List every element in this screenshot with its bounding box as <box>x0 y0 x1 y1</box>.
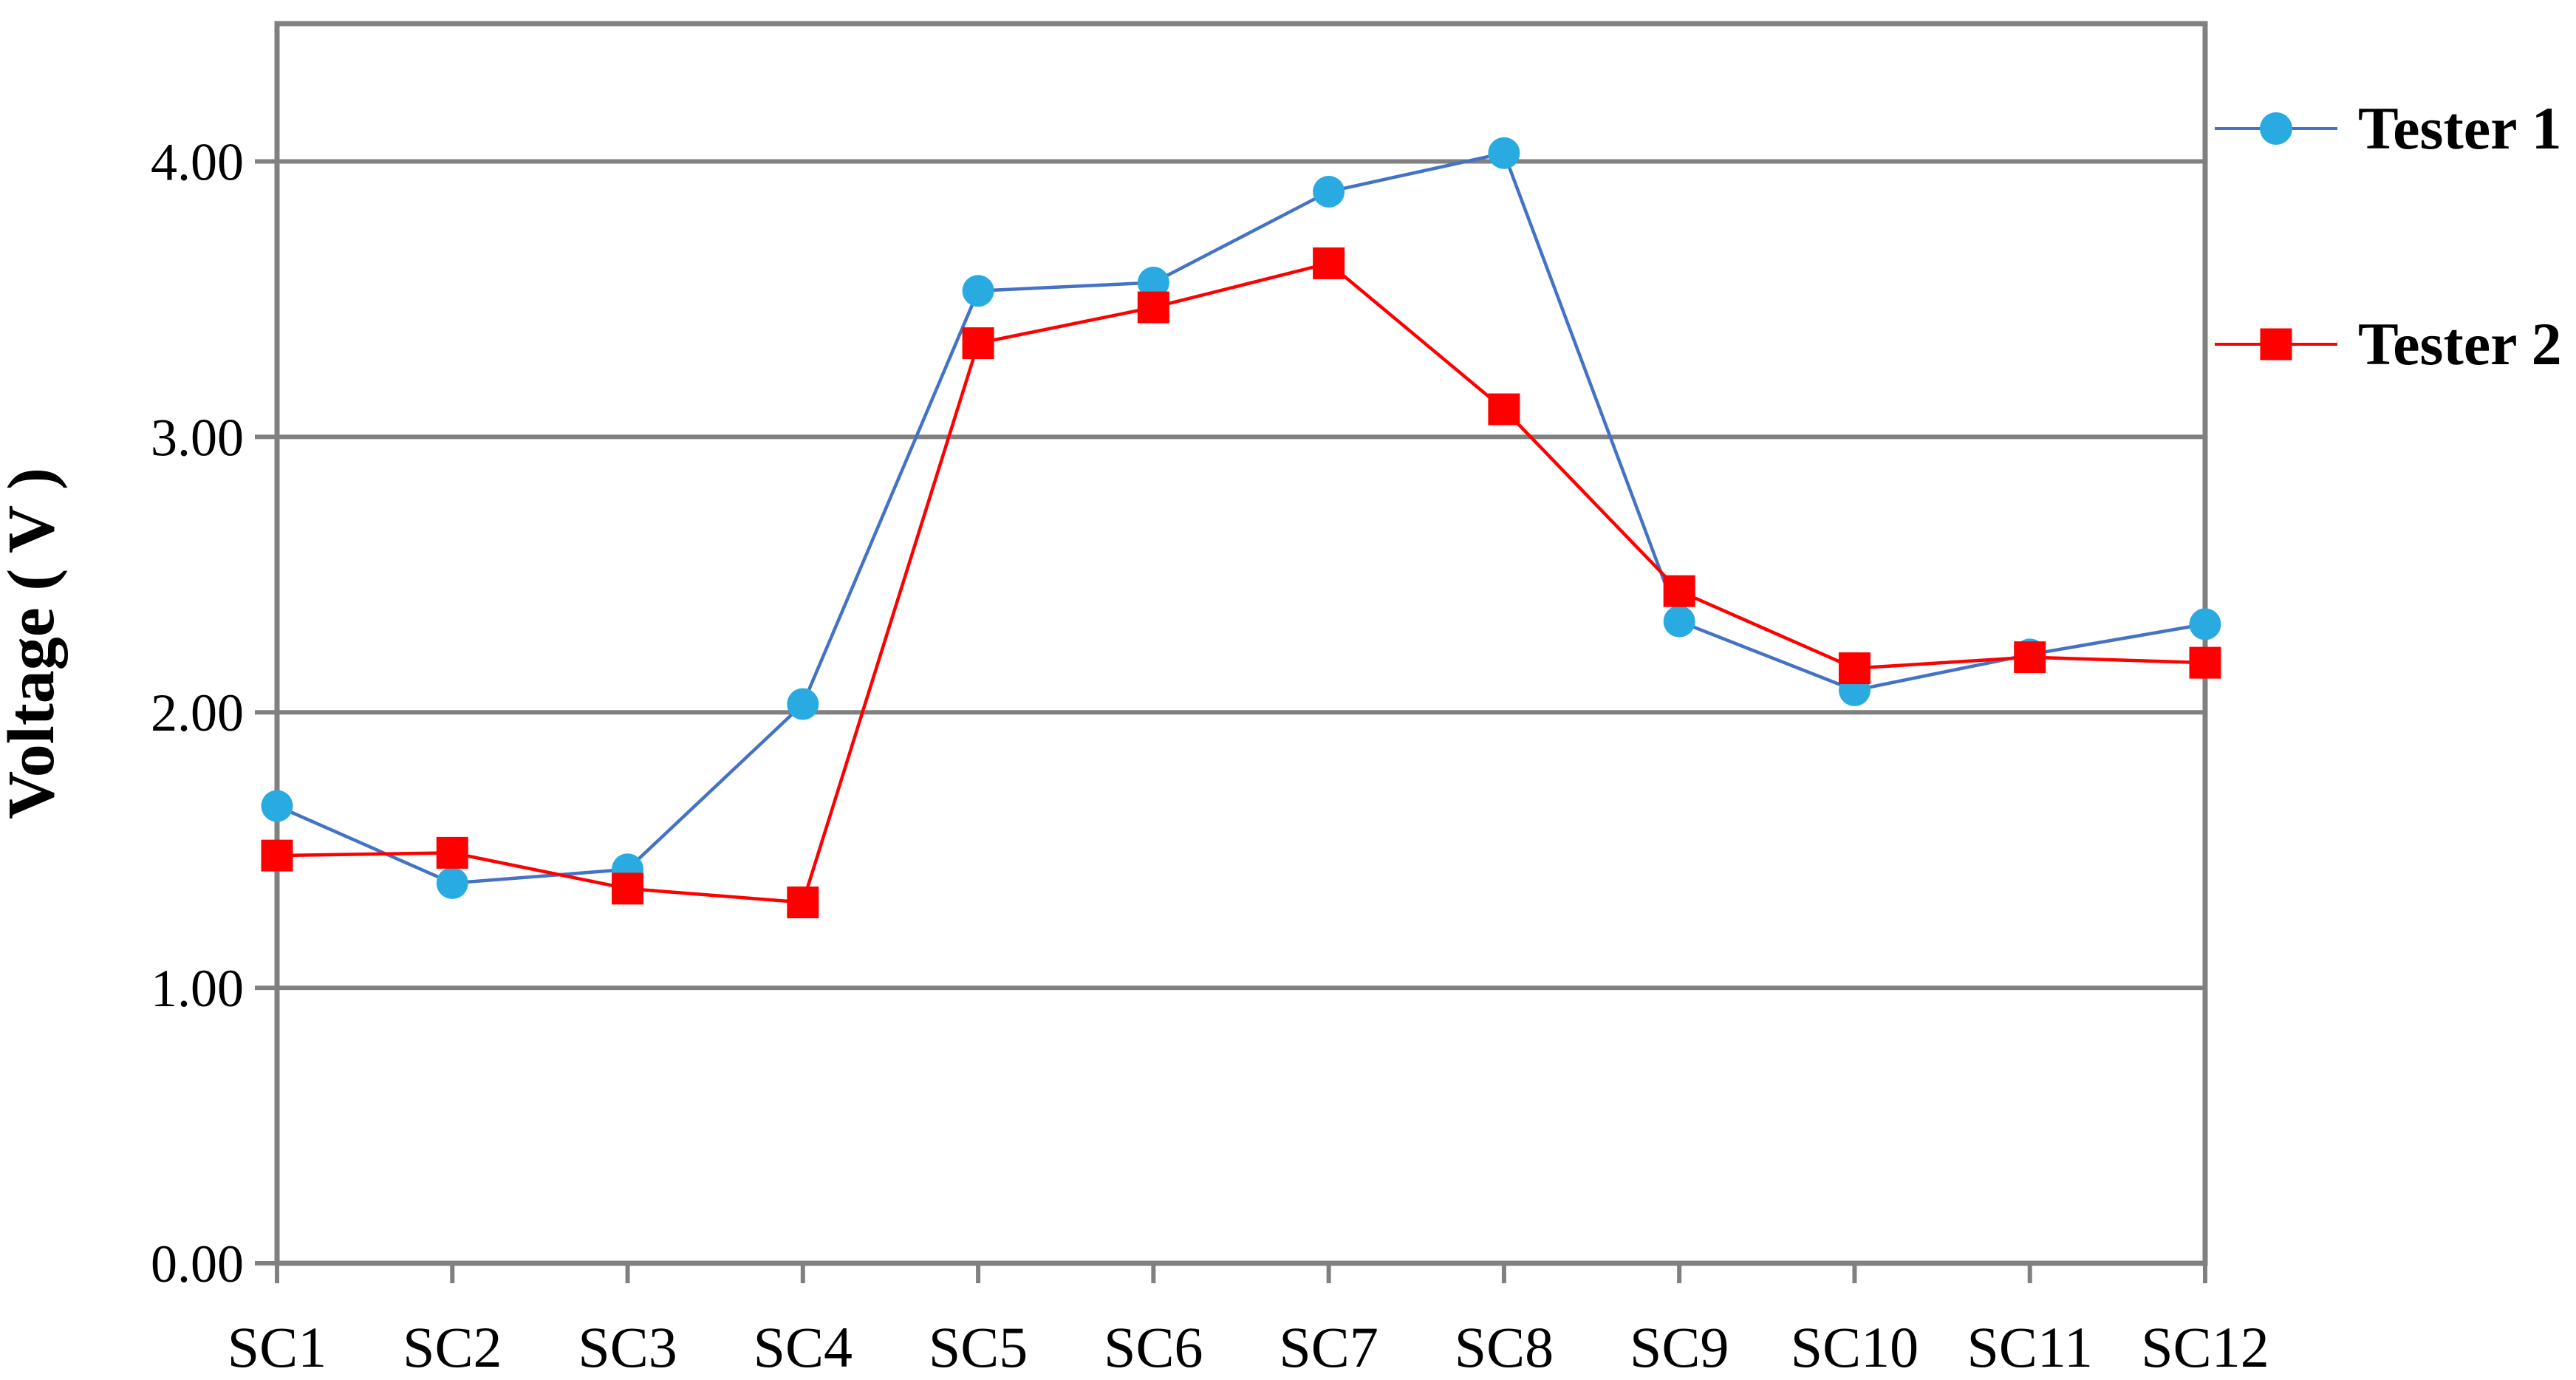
data-point-square <box>1488 393 1520 426</box>
data-point-circle <box>962 275 994 307</box>
x-category-label: SC10 <box>1791 1315 1919 1379</box>
y-axis-title: Voltage ( V ) <box>0 468 68 819</box>
data-point-square <box>436 836 468 869</box>
data-point-circle <box>1313 175 1345 208</box>
series-line-tester2 <box>276 261 2206 904</box>
y-tick-label: 1.00 <box>151 959 244 1018</box>
data-point-circle <box>1488 137 1520 169</box>
x-category-label: SC7 <box>1279 1315 1378 1379</box>
legend: Tester 1 Tester 2 <box>2215 72 2562 504</box>
x-category-label: SC11 <box>1967 1315 2093 1379</box>
tester2-legend-label: Tester 2 <box>2358 310 2562 378</box>
data-point-circle <box>787 688 819 720</box>
y-tick-label: 0.00 <box>151 1234 244 1294</box>
data-point-square <box>261 839 293 872</box>
data-point-square <box>2189 646 2221 679</box>
data-point-square <box>612 872 644 905</box>
legend-item-tester1: Tester 1 <box>2215 72 2562 185</box>
tester2-legend-swatch <box>2215 288 2337 400</box>
x-category-label: SC9 <box>1630 1315 1729 1379</box>
x-category-label: SC6 <box>1104 1315 1203 1379</box>
tester1-circle-marker-icon <box>2260 112 2292 145</box>
data-point-circle <box>1663 605 1695 638</box>
data-point-circle <box>2189 608 2221 641</box>
y-tick-label: 3.00 <box>151 408 244 467</box>
plot-border <box>274 21 2208 1266</box>
legend-item-tester2: Tester 2 <box>2215 288 2562 400</box>
y-tick-label: 4.00 <box>151 132 244 191</box>
data-point-square <box>1313 247 1345 279</box>
data-point-square <box>1838 652 1870 685</box>
data-point-square <box>787 887 819 919</box>
data-point-square <box>962 327 994 360</box>
data-point-circle <box>436 867 468 899</box>
x-category-label: SC8 <box>1455 1315 1554 1379</box>
x-category-label: SC5 <box>929 1315 1028 1379</box>
data-point-square <box>1137 291 1169 324</box>
x-category-label: SC2 <box>403 1315 502 1379</box>
data-point-square <box>2014 641 2046 674</box>
tester2-square-marker-icon <box>2260 328 2292 361</box>
data-point-circle <box>1137 267 1169 299</box>
tester1-legend-label: Tester 1 <box>2358 95 2562 162</box>
x-category-label: SC3 <box>578 1315 677 1379</box>
x-category-label: SC12 <box>2141 1315 2269 1379</box>
data-point-square <box>1663 575 1695 607</box>
tester1-legend-swatch <box>2215 72 2337 185</box>
x-category-label: SC4 <box>754 1315 853 1379</box>
y-tick-label: 2.00 <box>151 683 244 742</box>
series-line-tester1 <box>276 151 2206 885</box>
data-point-circle <box>261 790 293 822</box>
x-category-label: SC1 <box>228 1315 327 1379</box>
